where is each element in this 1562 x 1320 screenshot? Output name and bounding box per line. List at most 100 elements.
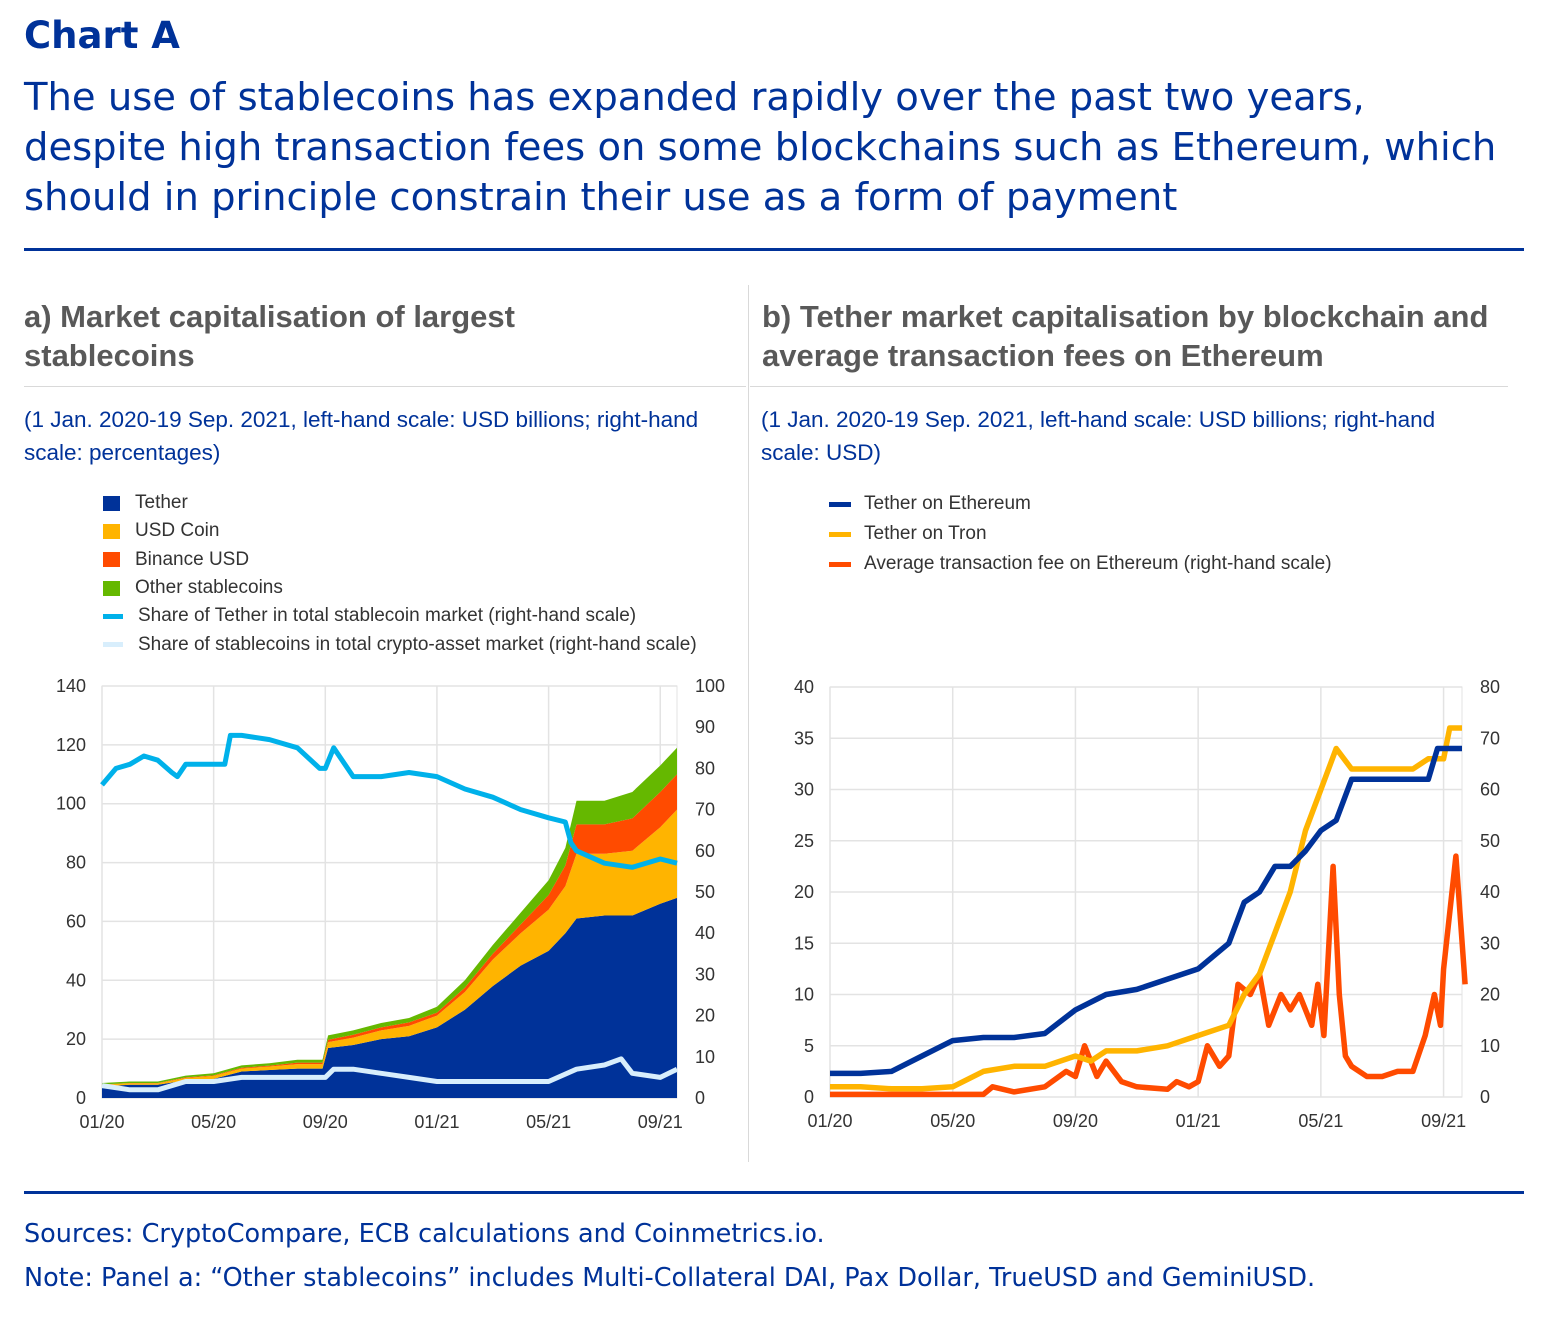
legend-b: Tether on Ethereum Tether on Tron Averag… [829,489,1332,579]
y2-tick-label: 40 [695,923,715,943]
x-tick-label: 05/21 [526,1112,571,1132]
y2-tick-label: 30 [1480,933,1500,953]
y-tick-label: 120 [56,735,86,755]
legend-label: Share of Tether in total stablecoin mark… [138,605,637,627]
panel-a-title: a) Market capitalisation of largest stab… [24,299,515,373]
line-share-of-stablecoins-in-total-crypto-asset-market [101,1056,679,1093]
panel-a-subtitle: (1 Jan. 2020-19 Sep. 2021, left-hand sca… [24,407,699,465]
x-tick-label: 05/21 [1298,1111,1343,1131]
line-tether-on-tron [830,725,1462,1092]
y2-tick-label: 90 [695,717,715,737]
legend-item-other: Other stablecoins [103,574,697,602]
legend-label: Tether on Ethereum [864,493,1031,514]
y-tick-label: 0 [804,1087,814,1107]
line-average-transaction-fee-on-ethereum [830,853,1468,1098]
y-tick-label: 30 [794,780,814,800]
y-tick-label: 15 [794,933,814,953]
y2-tick-label: 40 [1480,882,1500,902]
x-tick-label: 01/20 [807,1111,852,1131]
y-tick-label: 0 [76,1088,86,1108]
x-tick-label: 01/20 [79,1112,124,1132]
y2-tick-label: 50 [695,882,715,902]
top-divider [24,248,1524,251]
y2-tick-label: 70 [695,800,715,820]
chart-label: Chart A [24,14,180,57]
legend-item-tether-ethereum: Tether on Ethereum [829,489,1332,519]
x-tick-label: 01/21 [1176,1111,1221,1131]
y2-tick-label: 10 [1480,1036,1500,1056]
panel-a-title-rule [24,386,746,387]
y-tick-label: 40 [794,677,814,697]
panel-b-subtitle: (1 Jan. 2020-19 Sep. 2021, left-hand sca… [761,407,1436,465]
y-tick-label: 35 [794,728,814,748]
y2-tick-label: 80 [1480,677,1500,697]
chart-headline: The use of stablecoins has expanded rapi… [24,75,1497,220]
y-tick-label: 40 [66,970,86,990]
x-tick-label: 09/21 [638,1112,683,1132]
y2-tick-label: 50 [1480,831,1500,851]
y-tick-label: 100 [56,794,86,814]
y-tick-label: 80 [66,853,86,873]
legend-line [829,561,851,567]
y2-tick-label: 30 [695,964,715,984]
legend-item-eth-fee: Average transaction fee on Ethereum (rig… [829,549,1332,579]
legend-swatch [103,552,120,568]
y-tick-label: 25 [794,831,814,851]
y2-tick-label: 20 [1480,985,1500,1005]
area-tether [102,897,677,1098]
y-tick-label: 20 [794,882,814,902]
y2-tick-label: 60 [695,841,715,861]
line-share-of-tether-in-total-stablecoin-market [100,732,678,870]
legend-line [103,613,123,619]
legend-label: Other stablecoins [135,577,283,599]
x-tick-label: 05/20 [930,1111,975,1131]
y-tick-label: 60 [66,911,86,931]
y2-tick-label: 10 [695,1047,715,1067]
y2-tick-label: 100 [695,676,725,696]
y2-tick-label: 0 [695,1088,705,1108]
legend-item-stablecoin-share: Share of stablecoins in total crypto-ass… [103,630,697,658]
legend-swatch [103,495,120,511]
legend-line [829,531,851,537]
legend-item-tether-tron: Tether on Tron [829,519,1332,549]
note-text: Note: Panel a: “Other stablecoins” inclu… [24,1263,1316,1293]
legend-item-tether-share: Share of Tether in total stablecoin mark… [103,602,697,630]
x-tick-label: 09/20 [1053,1111,1098,1131]
area-usd-coin [102,809,677,1087]
legend-label: Binance USD [135,548,250,570]
line-tether-on-ethereum [830,745,1462,1077]
y-tick-label: 5 [804,1036,814,1056]
y-tick-label: 10 [794,985,814,1005]
x-tick-label: 01/21 [414,1112,459,1132]
bottom-divider [24,1191,1524,1194]
legend-item-tether: Tether [103,489,697,517]
legend-item-binance-usd: Binance USD [103,546,697,574]
legend-label: Tether [135,492,188,514]
y2-tick-label: 0 [1480,1087,1490,1107]
legend-swatch [103,523,120,539]
x-tick-label: 09/20 [303,1112,348,1132]
y2-tick-label: 20 [695,1006,715,1026]
x-tick-label: 05/20 [191,1112,236,1132]
panel-b-title: b) Tether market capitalisation by block… [762,299,1489,373]
legend-a: Tether USD Coin Binance USD Other stable… [103,489,697,659]
legend-swatch [103,580,120,596]
legend-label: Average transaction fee on Ethereum (rig… [864,553,1332,574]
legend-line [829,501,851,507]
legend-label: USD Coin [135,520,220,542]
y2-tick-label: 70 [1480,728,1500,748]
y2-tick-label: 60 [1480,780,1500,800]
legend-item-usd-coin: USD Coin [103,517,697,545]
legend-label: Share of stablecoins in total crypto-ass… [138,633,697,655]
x-tick-label: 09/21 [1421,1111,1466,1131]
legend-line [103,642,123,648]
panel-b-title-rule [750,386,1508,387]
y2-tick-label: 80 [695,758,715,778]
sources-text: Sources: CryptoCompare, ECB calculations… [24,1219,825,1249]
y-tick-label: 140 [56,676,86,696]
y-tick-label: 20 [66,1029,86,1049]
panel-separator [748,285,749,1162]
legend-label: Tether on Tron [864,523,987,544]
